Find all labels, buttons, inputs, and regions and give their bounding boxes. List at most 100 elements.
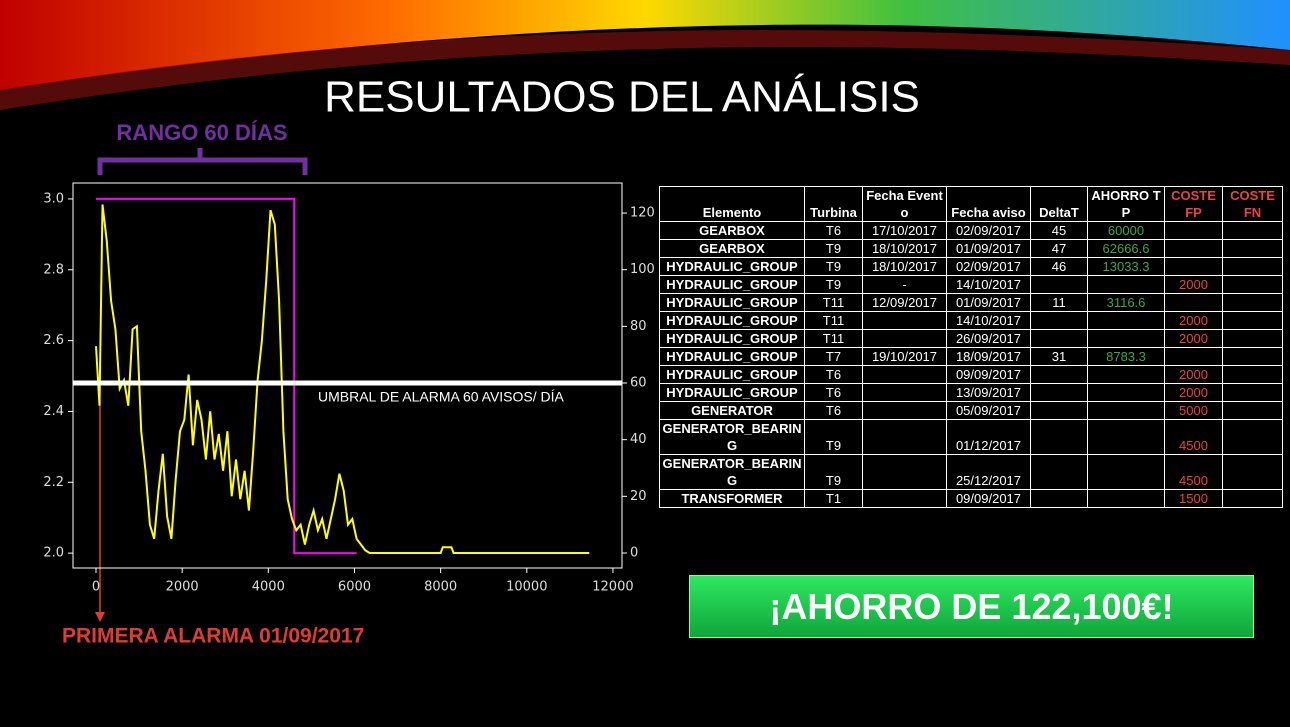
table-cell: 02/09/2017 — [946, 257, 1031, 276]
header-cell: Turbina — [804, 186, 863, 222]
header-cell: COSTE FP — [1164, 186, 1223, 222]
table-cell: T9 — [804, 257, 863, 276]
table-row: HYDRAULIC_GROUP T11 12/09/2017 01/09/2017 11… — [659, 293, 1283, 312]
table-cell — [1030, 311, 1088, 330]
table-cell: T11 — [804, 329, 863, 348]
table-cell: HYDRAULIC_GROUP — [659, 311, 805, 330]
x-tick-label: 4000 — [252, 580, 285, 595]
table-cell: 26/09/2017 — [946, 329, 1031, 348]
y-tick-label: 2.2 — [43, 475, 64, 490]
plot-frame — [72, 182, 623, 569]
header-cell: Elemento — [659, 186, 805, 222]
table-cell: 09/09/2017 — [946, 489, 1031, 508]
x-tick-label: 2000 — [166, 580, 199, 595]
series-line — [96, 197, 357, 555]
table-cell — [1222, 383, 1283, 402]
table-row: HYDRAULIC_GROUP T11 26/09/2017 2000 — [659, 329, 1283, 348]
decor-swoosh — [0, 0, 1290, 90]
table-cell: 8783.3 — [1087, 347, 1165, 366]
table-cell: T9 — [804, 275, 863, 294]
table-cell: 4500 — [1164, 419, 1223, 455]
table-cell — [862, 489, 947, 508]
table-cell: 18/10/2017 — [862, 239, 947, 258]
range-bracket — [97, 148, 308, 175]
y2-tick-label: 120 — [630, 206, 655, 221]
y2-tick-label: 20 — [630, 489, 647, 504]
table-cell: 2000 — [1164, 311, 1223, 330]
table-cell — [1222, 347, 1283, 366]
table-cell — [1222, 365, 1283, 384]
slide-title: RESULTADOS DEL ANÁLISIS — [324, 73, 920, 122]
table-cell: T7 — [804, 347, 863, 366]
header-cell: Fecha Evento — [862, 186, 947, 222]
table-cell — [1222, 454, 1283, 490]
table-cell: 14/10/2017 — [946, 275, 1031, 294]
table-cell — [1030, 401, 1088, 420]
y2-tick-label: 40 — [630, 432, 647, 447]
table-cell: T6 — [804, 365, 863, 384]
table-cell: GEARBOX — [659, 239, 805, 258]
table-cell — [1087, 401, 1165, 420]
table-cell — [1222, 401, 1283, 420]
table-row: HYDRAULIC_GROUP T7 19/10/2017 18/09/2017 31 8… — [659, 347, 1283, 366]
header-cell: AHORRO TP — [1087, 186, 1165, 222]
table-cell: 01/09/2017 — [946, 239, 1031, 258]
table-cell: T11 — [804, 311, 863, 330]
table-cell — [1030, 275, 1088, 294]
table-cell — [862, 401, 947, 420]
decor-swoosh — [0, 30, 1290, 110]
alarm-arrowhead — [95, 612, 105, 622]
y2-tick-label: 80 — [630, 319, 647, 334]
table-row: GENERATOR_BEARING T9 25/12/2017 4500 — [659, 454, 1283, 490]
table-cell — [1087, 365, 1165, 384]
table-cell: 13/09/2017 — [946, 383, 1031, 402]
table-cell — [1087, 311, 1165, 330]
table-cell — [1030, 419, 1088, 455]
table-cell — [1222, 329, 1283, 348]
table-cell — [1030, 365, 1088, 384]
table-cell: HYDRAULIC_GROUP — [659, 275, 805, 294]
x-tick-label: 12000 — [592, 580, 633, 595]
table-cell: TRANSFORMER — [659, 489, 805, 508]
table-cell — [1164, 221, 1223, 240]
table-row: HYDRAULIC_GROUP T11 14/10/2017 2000 — [659, 311, 1283, 330]
table-row: HYDRAULIC_GROUP T9-14/10/2017 2000 — [659, 275, 1283, 294]
y2-tick-label: 60 — [630, 376, 647, 391]
table-cell: 17/10/2017 — [862, 221, 947, 240]
x-tick-label: 8000 — [424, 580, 457, 595]
table-cell: HYDRAULIC_GROUP — [659, 257, 805, 276]
table-cell: T1 — [804, 489, 863, 508]
table-row: HYDRAULIC_GROUP T6 13/09/2017 2000 — [659, 383, 1283, 402]
table-cell: 62666.6 — [1087, 239, 1165, 258]
table-cell: GENERATOR_BEARING — [659, 454, 805, 490]
header-row: Elemento Turbina Fecha Evento Fecha aviso De… — [659, 186, 1283, 222]
table-cell: 2000 — [1164, 383, 1223, 402]
table-cell: 19/10/2017 — [862, 347, 947, 366]
table-cell — [1087, 489, 1165, 508]
x-tick-label: 10000 — [506, 580, 547, 595]
table-cell: HYDRAULIC_GROUP — [659, 293, 805, 312]
table-cell: HYDRAULIC_GROUP — [659, 329, 805, 348]
table-cell: 31 — [1030, 347, 1088, 366]
header-cell: Fecha aviso — [946, 186, 1031, 222]
table-cell: 4500 — [1164, 454, 1223, 490]
table-cell: 05/09/2017 — [946, 401, 1031, 420]
table-cell: 45 — [1030, 221, 1088, 240]
table-cell — [1030, 329, 1088, 348]
table-cell: 60000 — [1087, 221, 1165, 240]
table-row: HYDRAULIC_GROUP T6 09/09/2017 2000 — [659, 365, 1283, 384]
table-row: HYDRAULIC_GROUP T9 18/10/2017 02/09/2017 46 1… — [659, 257, 1283, 276]
x-tick-label: 0 — [92, 580, 100, 595]
table-row: GEARBOX T9 18/10/2017 01/09/2017 47 62666.6 — [659, 239, 1283, 258]
table-cell: T11 — [804, 293, 863, 312]
table-cell — [1164, 293, 1223, 312]
table-cell: - — [862, 275, 947, 294]
y-tick-label: 2.0 — [43, 546, 64, 561]
table-cell — [1164, 257, 1223, 276]
table-cell — [1222, 257, 1283, 276]
table-cell — [1222, 489, 1283, 508]
table-cell — [1030, 454, 1088, 490]
table-cell: GENERATOR_BEARING — [659, 419, 805, 455]
table-cell: 25/12/2017 — [946, 454, 1031, 490]
